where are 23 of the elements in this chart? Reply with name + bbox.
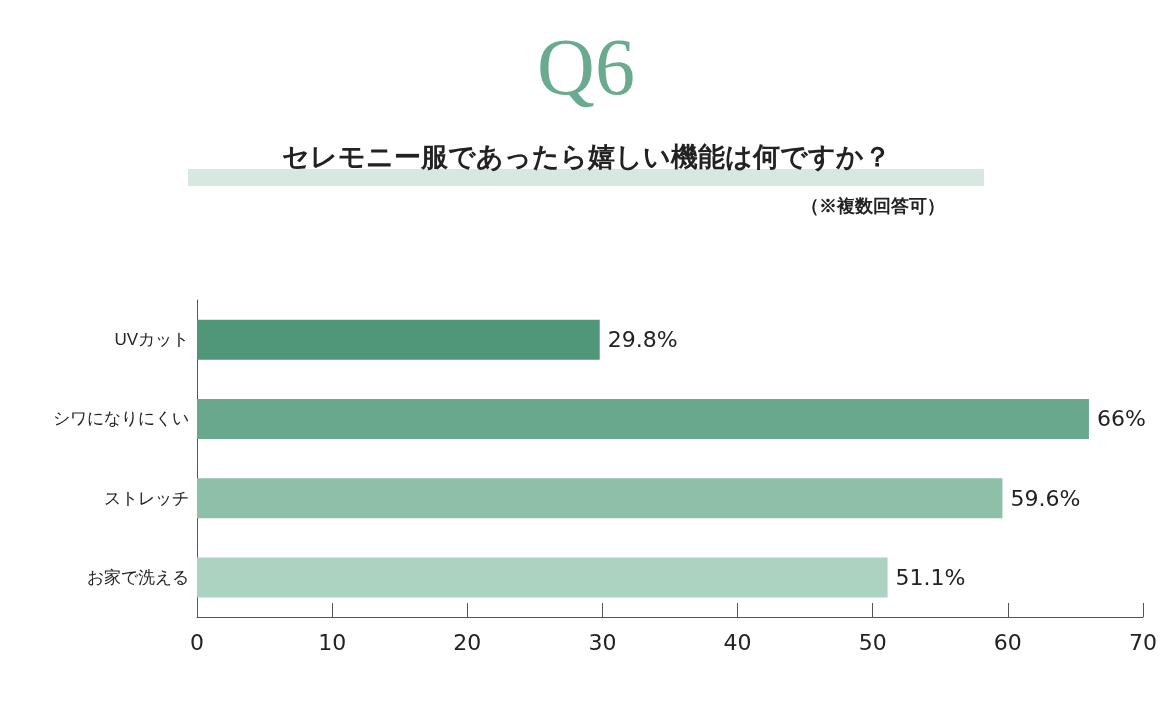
x-tick-label: 20 [453, 629, 482, 655]
bar [197, 398, 1089, 439]
x-tick-label: 60 [993, 629, 1022, 655]
data-label: 66% [1096, 406, 1146, 432]
x-tick-label: 0 [190, 629, 204, 655]
x-tick-label: 50 [858, 629, 887, 655]
y-tick-label: シワになりにくい [53, 409, 189, 429]
chart-subtitle: セレモニー服であったら嬉しい機能は何ですか？ [281, 141, 891, 172]
x-tick-label: 40 [723, 629, 752, 655]
x-tick-label: 10 [318, 629, 347, 655]
x-tick-label: 30 [588, 629, 617, 655]
data-label: 59.6% [1010, 485, 1081, 511]
data-label: 51.1% [895, 564, 966, 590]
data-label: 29.8% [607, 327, 678, 353]
bar [197, 557, 888, 598]
text: （※複数回答可） [801, 196, 945, 216]
y-tick-label: UVカット [114, 330, 189, 350]
y-tick-label: ストレッチ [104, 488, 189, 508]
x-tick-label: 70 [1129, 629, 1157, 655]
bar [197, 478, 1003, 519]
bar [197, 319, 600, 360]
y-tick-label: お家で洗える [87, 567, 189, 587]
chart-title: Q6 [537, 23, 635, 111]
